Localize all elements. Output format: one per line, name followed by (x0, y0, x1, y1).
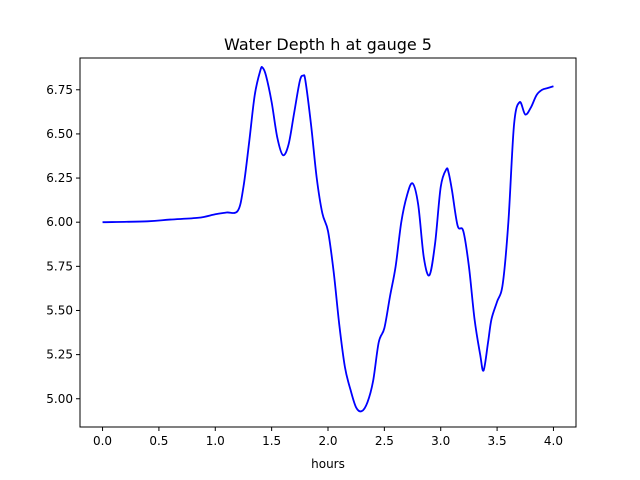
x-axis-label: hours (311, 457, 345, 471)
x-tick-label: 1.0 (206, 434, 225, 448)
y-tick-label: 6.75 (46, 83, 73, 97)
y-tick-label: 5.50 (46, 303, 73, 317)
chart-title: Water Depth h at gauge 5 (224, 35, 432, 54)
y-tick-label: 5.25 (46, 348, 73, 362)
x-tick-label: 2.0 (318, 434, 337, 448)
y-tick-label: 5.00 (46, 392, 73, 406)
y-tick-label: 6.25 (46, 171, 73, 185)
water-depth-line (102, 66, 554, 413)
y-tick-label: 6.50 (46, 127, 73, 141)
y-tick-label: 6.00 (46, 215, 73, 229)
x-tick-label: 1.5 (262, 434, 281, 448)
plot-area (79, 57, 577, 428)
x-axis: 0.0 0.5 1.0 1.5 2.0 2.5 3.0 3.5 4.0 (93, 427, 563, 448)
x-tick-label: 0.5 (149, 434, 168, 448)
x-tick-label: 0.0 (93, 434, 112, 448)
x-tick-label: 2.5 (375, 434, 394, 448)
plot-frame (79, 57, 577, 428)
x-tick-label: 3.0 (431, 434, 450, 448)
x-tick-label: 3.5 (488, 434, 507, 448)
x-tick-label: 4.0 (544, 434, 563, 448)
y-axis: 5.00 5.25 5.50 5.75 6.00 6.25 6.50 6.75 (46, 83, 80, 406)
y-tick-label: 5.75 (46, 259, 73, 273)
